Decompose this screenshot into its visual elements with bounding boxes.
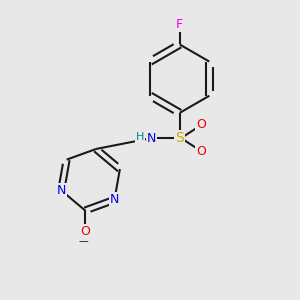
Text: O: O — [80, 225, 90, 239]
Text: N: N — [110, 193, 119, 206]
Text: O: O — [196, 145, 206, 158]
Text: N: N — [147, 132, 156, 145]
Text: O: O — [196, 118, 206, 131]
Text: S: S — [175, 131, 184, 145]
Text: —: — — [78, 236, 88, 246]
Text: N: N — [56, 184, 66, 197]
Text: F: F — [176, 18, 183, 31]
Text: H: H — [135, 132, 144, 142]
